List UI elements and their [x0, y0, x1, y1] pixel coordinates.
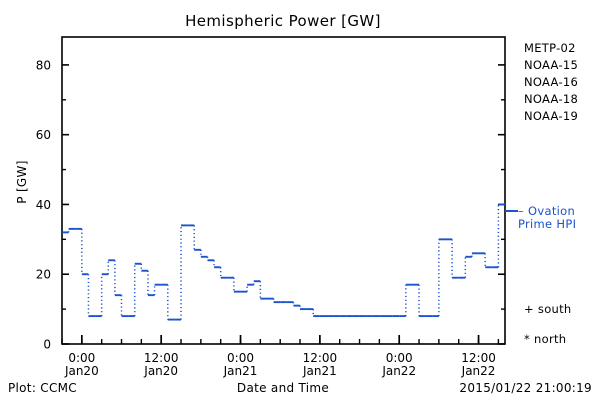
- x-axis-label: Date and Time: [236, 381, 330, 395]
- x-tick-label-time: 0:00: [68, 351, 95, 365]
- hemisphere-symbol-legend: + south * north: [524, 294, 572, 354]
- ovation-dash-icon: –: [518, 204, 525, 218]
- plot-frame: [61, 36, 506, 345]
- plot-timestamp: 2015/01/22 21:00:19: [459, 381, 592, 395]
- x-tick-label-time: 12:00: [144, 351, 179, 365]
- y-tick-label: 80: [36, 58, 51, 72]
- legend-entry-noaa18: NOAA-18: [524, 92, 579, 106]
- y-tick-label: 20: [36, 268, 51, 282]
- plot-credit: Plot: CCMC: [8, 381, 77, 395]
- chart-title: Hemispheric Power [GW]: [185, 12, 381, 30]
- x-tick-label-date: Jan21: [302, 364, 337, 378]
- x-tick-label-date: Jan22: [461, 364, 496, 378]
- legend-entry-metop02: METP-02: [524, 41, 576, 55]
- x-tick-label-time: 0:00: [227, 351, 254, 365]
- south-label: south: [537, 302, 572, 316]
- y-axis-label: P [GW]: [15, 160, 29, 204]
- plus-marker-icon: +: [524, 302, 534, 316]
- ovation-label-line2: Prime HPI: [518, 217, 577, 231]
- x-tick-label-date: Jan21: [223, 364, 258, 378]
- legend-entry-noaa19: NOAA-19: [524, 109, 579, 123]
- y-tick-label: 60: [36, 128, 51, 142]
- north-label: north: [534, 332, 567, 346]
- satellite-legend: METP-02 NOAA-15 NOAA-16 NOAA-18 NOAA-19: [524, 40, 578, 125]
- legend-entry-noaa16: NOAA-16: [524, 75, 579, 89]
- x-tick-label-date: Jan20: [143, 364, 178, 378]
- ovation-label-line1: Ovation: [528, 204, 576, 218]
- y-tick-label: 40: [36, 198, 51, 212]
- x-tick-label-time: 12:00: [303, 351, 338, 365]
- x-tick-label-date: Jan20: [64, 364, 99, 378]
- data-series-ovation-prime-hpi: [62, 203, 505, 321]
- y-tick-label: 0: [43, 338, 51, 352]
- x-tick-label-time: 12:00: [461, 351, 496, 365]
- legend-entry-noaa15: NOAA-15: [524, 58, 579, 72]
- ovation-legend: – Ovation Prime HPI: [518, 205, 576, 231]
- x-tick-label-time: 0:00: [386, 351, 413, 365]
- star-marker-icon: *: [524, 332, 531, 346]
- x-tick-label-date: Jan22: [381, 364, 416, 378]
